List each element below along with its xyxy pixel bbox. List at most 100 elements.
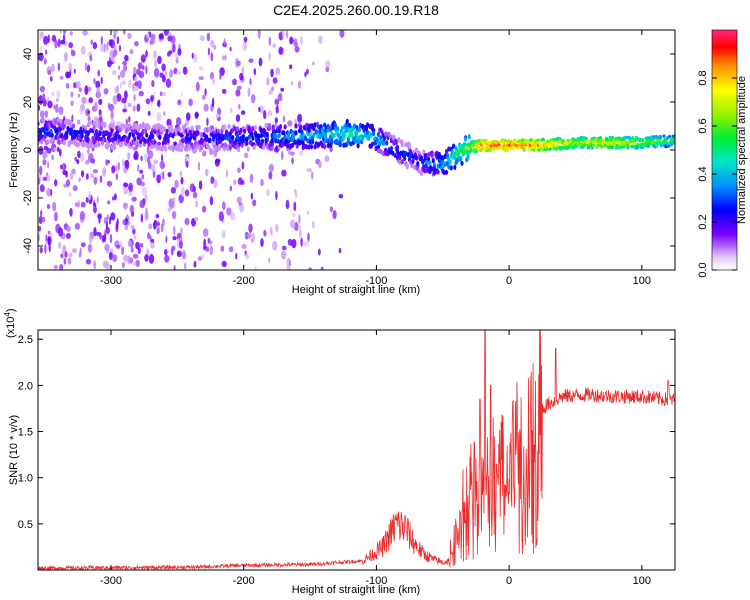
spectrogram-noise-cell [151,238,155,243]
spectrogram-noise-cell [312,61,315,66]
spectrogram-noise-cell [229,107,233,114]
spectrogram-noise-cell [148,253,155,264]
spectrogram-noise-cell [245,253,250,260]
spectrogram-noise-cell [202,150,207,157]
spectrogram-noise-cell [180,186,185,197]
spectrogram-ridge-cell [330,138,334,144]
spectrogram-noise-cell [133,66,137,76]
spectrogram-noise-cell [307,232,310,242]
spectrogram-ridge-cell [364,126,369,132]
spectrogram-ridge-cell [464,149,468,155]
colorbar-tick-label: 0.4 [697,166,709,181]
spectrogram-noise-cell [42,93,46,102]
spectrogram-noise-cell [290,151,295,156]
spectrogram-ridge-cell [464,136,468,142]
spectrogram-noise-cell [285,30,289,39]
spectrogram-noise-cell [121,97,127,104]
spectrogram-noise-cell [249,173,254,184]
spectrogram-noise-cell [165,235,168,244]
spectrogram-noise-cell [306,168,312,173]
spectrogram-noise-cell [93,77,96,84]
spectrogram-noise-cell [77,150,81,159]
spectrogram-ridge-cell [308,139,312,145]
spectrogram-noise-cell [59,30,62,34]
spectrogram-ridge-cell [646,136,650,140]
spectrogram-noise-cell [318,248,321,256]
snr-series-line [38,330,675,570]
spectrogram-noise-cell [285,258,290,266]
spectrogram-noise-cell [41,216,46,223]
spectrogram-noise-cell [98,214,101,225]
spectrogram-noise-cell [137,80,142,90]
spectrogram-ridge-cell [54,134,58,140]
spectrogram-noise-cell [293,201,297,212]
spectrogram-noise-cell [60,164,63,170]
spectrogram-ridge-cell [92,125,96,131]
spectrogram-noise-cell [146,145,150,155]
spectrogram-noise-cell [122,108,127,113]
spectrogram-noise-cell [97,69,101,77]
spectrogram-ridge-cell [309,144,314,150]
spectrogram-noise-cell [40,31,44,39]
spectrogram-noise-cell [78,177,81,183]
spectrogram-ridge-cell [274,122,278,128]
spectrogram-noise-cell [93,202,97,207]
spectrogram-ridge-cell [415,155,419,161]
colorbar-ticks: 0.0 0.2 0.4 0.6 0.8 [697,70,737,278]
spectrogram-noise-cell [45,49,48,55]
spectrogram-ridge-cell [575,144,579,148]
spectrogram-noise-cell [128,239,133,248]
snr-plot-area [38,330,675,570]
spectrogram-noise-cell [298,214,301,224]
spectrogram-noise-cell [194,216,199,222]
spectrogram-ridge-cell [407,142,412,148]
spectrogram-noise-cell [127,102,132,108]
spectrogram-noise-cell [150,35,156,45]
spectrogram-noise-cell [58,227,63,237]
snr-x-ticks: -300 -200 -100 0 100 [100,330,651,587]
spectrogram-noise-cell [207,237,211,244]
spectrogram-noise-cell [79,210,85,221]
spectrogram-noise-cell [155,221,161,227]
spectrogram-ridge-cell [404,142,408,148]
spectrogram-noise-cell [109,233,113,244]
spectrogram-noise-cell [222,55,225,61]
spectrogram-ridge-cell [393,152,397,158]
spectrogram-ridge-cell [245,136,249,142]
spectrogram-noise-cell [202,205,207,213]
spectrogram-noise-cell [149,235,152,244]
spectrogram-noise-cell [133,93,136,102]
spectrogram-ridge-cell [184,128,188,134]
spectrogram-noise-cell [221,260,227,268]
spectrogram-noise-cell [48,232,54,237]
spectrogram-noise-cell [201,254,204,259]
spectrogram-ridge-cell [345,122,349,128]
spectrogram-ridge-cell [521,138,525,142]
spectrogram-noise-cell [93,260,97,270]
spectrogram-ridge-cell [477,147,481,152]
spectrogram-noise-cell [111,70,117,75]
spectrogram-ridge-cell [489,147,493,152]
spectrogram-ridge-cell [84,129,88,135]
spectrogram-noise-cell [71,114,74,123]
spectrogram-ridge-cell [552,146,556,151]
spectrogram-noise-cell [275,190,278,201]
spectrogram-noise-cell [298,150,304,157]
spectrogram-ridge-cell [349,141,353,147]
spectrogram-noise-cell [59,75,64,80]
spectrogram-ridge-cell [449,165,453,171]
spectrogram-ridge-cell [65,134,69,140]
spectrogram-noise-cell [165,78,172,88]
spectrogram-ridge-cell [616,140,621,144]
spectrogram-noise-cell [159,91,163,96]
spectrogram-noise-cell [93,227,97,237]
spectrogram-noise-cell [57,107,61,114]
spectrogram-noise-cell [242,41,248,51]
spectrogram-ridge-cell [100,122,105,128]
spectrogram-noise-cell [54,211,58,222]
spectrogram-noise-cell [161,91,167,97]
spectrogram-noise-cell [150,95,154,102]
spectrogram-ridge-cell [247,134,251,140]
spectrogram-ridge-cell [561,145,566,150]
spectrogram-noise-cell [141,174,145,180]
